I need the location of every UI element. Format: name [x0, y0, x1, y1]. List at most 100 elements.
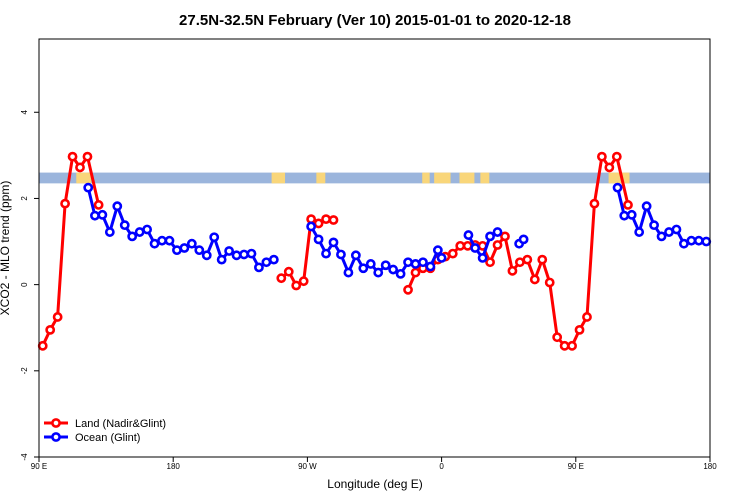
- land-band: [316, 172, 326, 184]
- data-point: [485, 257, 495, 268]
- data-point: [623, 200, 633, 210]
- data-point: [619, 210, 630, 221]
- axes: 90 E 180 90 W 0 90 E 180 -4 -2 0 2 4: [20, 109, 717, 471]
- data-point: [268, 254, 279, 265]
- data-point: [224, 246, 235, 256]
- data-point: [37, 340, 48, 351]
- series-land: [37, 151, 633, 351]
- data-point: [321, 248, 331, 259]
- data-point: [60, 198, 70, 209]
- data-point: [552, 332, 563, 343]
- ocean-band: [39, 172, 710, 184]
- data-point: [634, 227, 645, 237]
- data-point: [313, 218, 324, 229]
- y-tick-label: 4: [20, 109, 29, 114]
- data-point: [82, 151, 93, 162]
- data-point: [328, 237, 339, 248]
- data-point: [537, 254, 548, 265]
- chart-title: 27.5N-32.5N February (Ver 10) 2015-01-01…: [179, 12, 571, 29]
- data-point: [462, 240, 473, 251]
- data-point: [142, 224, 153, 235]
- data-point: [343, 267, 354, 278]
- data-point: [500, 231, 510, 242]
- data-point: [179, 243, 190, 253]
- data-point: [358, 263, 369, 274]
- data-point: [172, 245, 182, 256]
- data-point: [403, 257, 413, 268]
- data-point: [336, 249, 346, 260]
- data-point: [127, 231, 138, 242]
- data-point: [186, 238, 197, 249]
- legend-label: Land (Nadir&Glint): [75, 418, 166, 430]
- data-point: [216, 254, 227, 265]
- data-point: [313, 234, 324, 245]
- land-band: [76, 172, 92, 184]
- data-point: [656, 231, 667, 242]
- data-point: [246, 248, 257, 259]
- data-point: [649, 220, 659, 231]
- legend-item: Ocean (Glint): [44, 432, 140, 444]
- x-tick-label: 90 E: [31, 462, 47, 471]
- data-point: [455, 240, 466, 251]
- legend: Land (Nadir&Glint) Ocean (Glint): [44, 418, 166, 444]
- data-point: [83, 182, 94, 193]
- map-strip: [39, 172, 710, 184]
- data-point: [529, 274, 540, 285]
- land-band: [480, 172, 490, 184]
- data-point: [447, 248, 458, 259]
- series-ocean: [83, 182, 712, 279]
- data-point: [693, 235, 704, 246]
- data-point: [612, 182, 623, 193]
- data-point: [90, 210, 100, 221]
- data-point: [239, 249, 249, 260]
- data-point: [604, 162, 615, 173]
- data-point: [104, 227, 115, 237]
- data-point: [388, 264, 399, 275]
- data-point: [626, 209, 637, 220]
- data-point: [492, 240, 503, 250]
- land-band: [459, 172, 475, 184]
- data-point: [410, 259, 421, 269]
- x-axis-label: Longitude (deg E): [327, 477, 422, 491]
- data-point: [679, 238, 689, 249]
- data-point: [470, 243, 481, 253]
- legend-label: Ocean (Glint): [75, 432, 140, 444]
- data-point: [686, 235, 697, 246]
- data-point: [119, 220, 130, 231]
- data-point: [432, 245, 443, 256]
- plot-frame: [38, 38, 711, 458]
- data-point: [164, 235, 175, 246]
- data-point: [418, 257, 428, 268]
- data-point: [350, 250, 361, 261]
- data-point: [93, 200, 104, 210]
- data-point: [75, 162, 85, 173]
- data-point: [559, 340, 570, 351]
- data-point: [365, 259, 376, 269]
- data-point: [134, 227, 145, 237]
- data-point: [518, 234, 529, 245]
- x-tick-label: 180: [703, 462, 717, 471]
- data-point: [589, 198, 600, 209]
- data-point: [507, 265, 518, 276]
- data-point: [664, 227, 674, 237]
- data-point: [276, 273, 287, 284]
- data-point: [425, 261, 436, 272]
- data-point: [328, 215, 339, 225]
- data-point: [112, 201, 123, 212]
- data-point: [97, 209, 108, 220]
- data-point: [596, 151, 607, 162]
- y-tick-label: 2: [20, 196, 29, 201]
- legend-marker: [51, 418, 61, 428]
- data-point: [52, 312, 63, 322]
- data-point: [149, 238, 160, 249]
- data-point: [514, 257, 525, 268]
- land-band: [434, 172, 451, 184]
- x-tick-label: 0: [439, 462, 444, 471]
- land-band: [608, 172, 630, 184]
- data-point: [410, 267, 421, 278]
- data-point: [701, 236, 712, 247]
- data-point: [671, 224, 682, 235]
- legend-item: Land (Nadir&Glint): [44, 418, 166, 430]
- data-point: [522, 254, 533, 265]
